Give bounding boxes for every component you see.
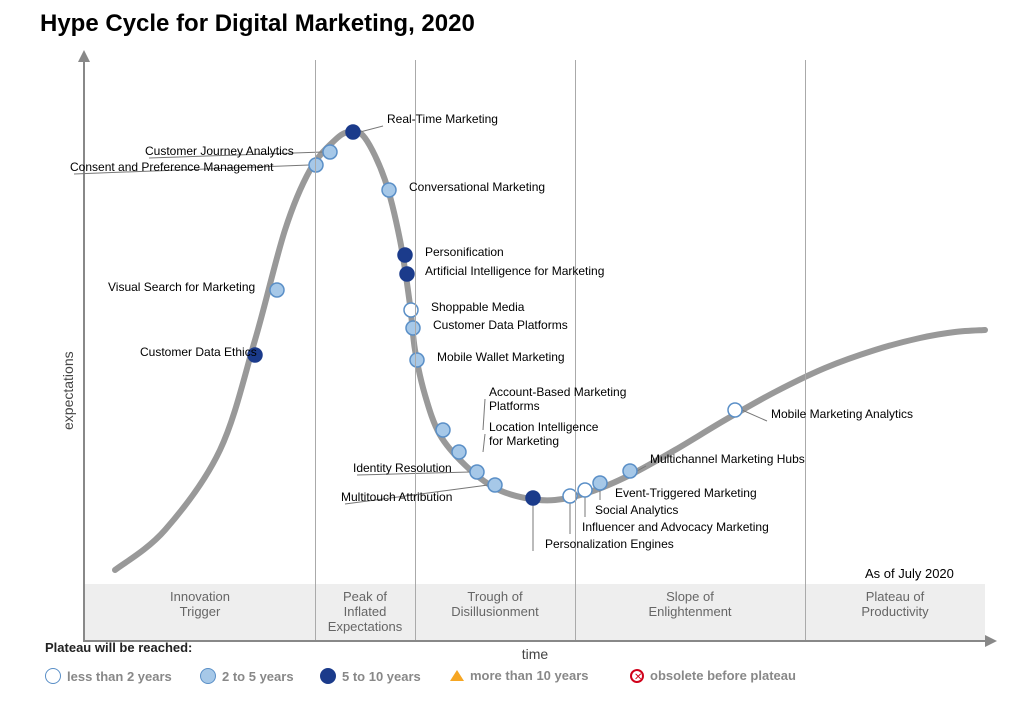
phase-label: Trough of Disillusionment	[415, 590, 575, 620]
phase-label: Slope of Enlightenment	[575, 590, 805, 620]
data-point	[406, 321, 420, 335]
leader-line	[483, 399, 485, 430]
chart-title: Hype Cycle for Digital Marketing, 2020	[40, 10, 475, 38]
data-point	[436, 423, 450, 437]
data-point	[309, 158, 323, 172]
legend-title: Plateau will be reached:	[45, 640, 192, 655]
data-point	[593, 476, 607, 490]
data-point	[270, 283, 284, 297]
legend-label: 5 to 10 years	[342, 669, 421, 684]
x-axis	[83, 640, 985, 642]
data-point	[526, 491, 540, 505]
leader-line	[483, 434, 485, 452]
leader-line	[742, 410, 767, 421]
data-point	[728, 403, 742, 417]
circle-icon	[320, 668, 336, 684]
x-axis-arrow	[985, 635, 997, 647]
data-point-label: Artificial Intelligence for Marketing	[425, 265, 604, 279]
data-point	[382, 183, 396, 197]
legend-label: obsolete before plateau	[650, 668, 796, 683]
phase-divider	[805, 60, 806, 640]
data-point-label: Mobile Wallet Marketing	[437, 351, 565, 365]
data-point-label: Conversational Marketing	[409, 181, 545, 195]
data-point	[452, 445, 466, 459]
data-point-label: Visual Search for Marketing	[108, 281, 255, 295]
data-point	[346, 125, 360, 139]
circle-icon	[45, 668, 61, 684]
legend-item: less than 2 years	[45, 668, 172, 684]
data-point-label: Account-Based Marketing Platforms	[489, 386, 626, 414]
phase-label: Plateau of Productivity	[805, 590, 985, 620]
phase-divider	[315, 60, 316, 640]
phase-divider	[575, 60, 576, 640]
x-axis-label: time	[85, 646, 985, 662]
data-point-label: Mobile Marketing Analytics	[771, 408, 913, 422]
data-point-label: Influencer and Advocacy Marketing	[582, 521, 769, 535]
as-of-date: As of July 2020	[865, 566, 954, 581]
data-point-label: Shoppable Media	[431, 301, 524, 315]
data-point-label: Social Analytics	[595, 504, 678, 518]
data-point-label: Consent and Preference Management	[70, 161, 273, 175]
legend-item: ✕ obsolete before plateau	[630, 668, 796, 683]
data-point-label: Customer Data Platforms	[433, 319, 568, 333]
phase-divider	[415, 60, 416, 640]
data-point-label: Event-Triggered Marketing	[615, 487, 757, 501]
data-point	[623, 464, 637, 478]
legend-item: more than 10 years	[450, 668, 589, 683]
data-point-label: Multitouch Attribution	[341, 491, 452, 505]
legend-label: less than 2 years	[67, 669, 172, 684]
data-point	[398, 248, 412, 262]
data-point-label: Identity Resolution	[353, 462, 452, 476]
circle-icon	[200, 668, 216, 684]
legend-label: more than 10 years	[470, 668, 589, 683]
data-point-label: Personalization Engines	[545, 538, 674, 552]
legend-item: 2 to 5 years	[200, 668, 294, 684]
phase-label: Peak of Inflated Expectations	[315, 590, 415, 635]
data-point-label: Customer Journey Analytics	[145, 145, 294, 159]
data-point	[410, 353, 424, 367]
data-point-label: Customer Data Ethics	[140, 346, 257, 360]
data-point-label: Real-Time Marketing	[387, 113, 498, 127]
plot-area: Innovation TriggerPeak of Inflated Expec…	[85, 60, 985, 580]
data-point	[323, 145, 337, 159]
data-point-label: Location Intelligence for Marketing	[489, 421, 598, 449]
y-axis-label: expectations	[60, 351, 76, 430]
data-point-label: Multichannel Marketing Hubs	[650, 453, 805, 467]
legend-item: 5 to 10 years	[320, 668, 421, 684]
data-point	[400, 267, 414, 281]
leader-line	[360, 126, 383, 132]
legend-label: 2 to 5 years	[222, 669, 294, 684]
data-point	[488, 478, 502, 492]
data-point	[470, 465, 484, 479]
obsolete-icon: ✕	[630, 669, 644, 683]
data-point	[578, 483, 592, 497]
phase-label: Innovation Trigger	[85, 590, 315, 620]
data-point-label: Personification	[425, 246, 504, 260]
triangle-icon	[450, 670, 464, 681]
